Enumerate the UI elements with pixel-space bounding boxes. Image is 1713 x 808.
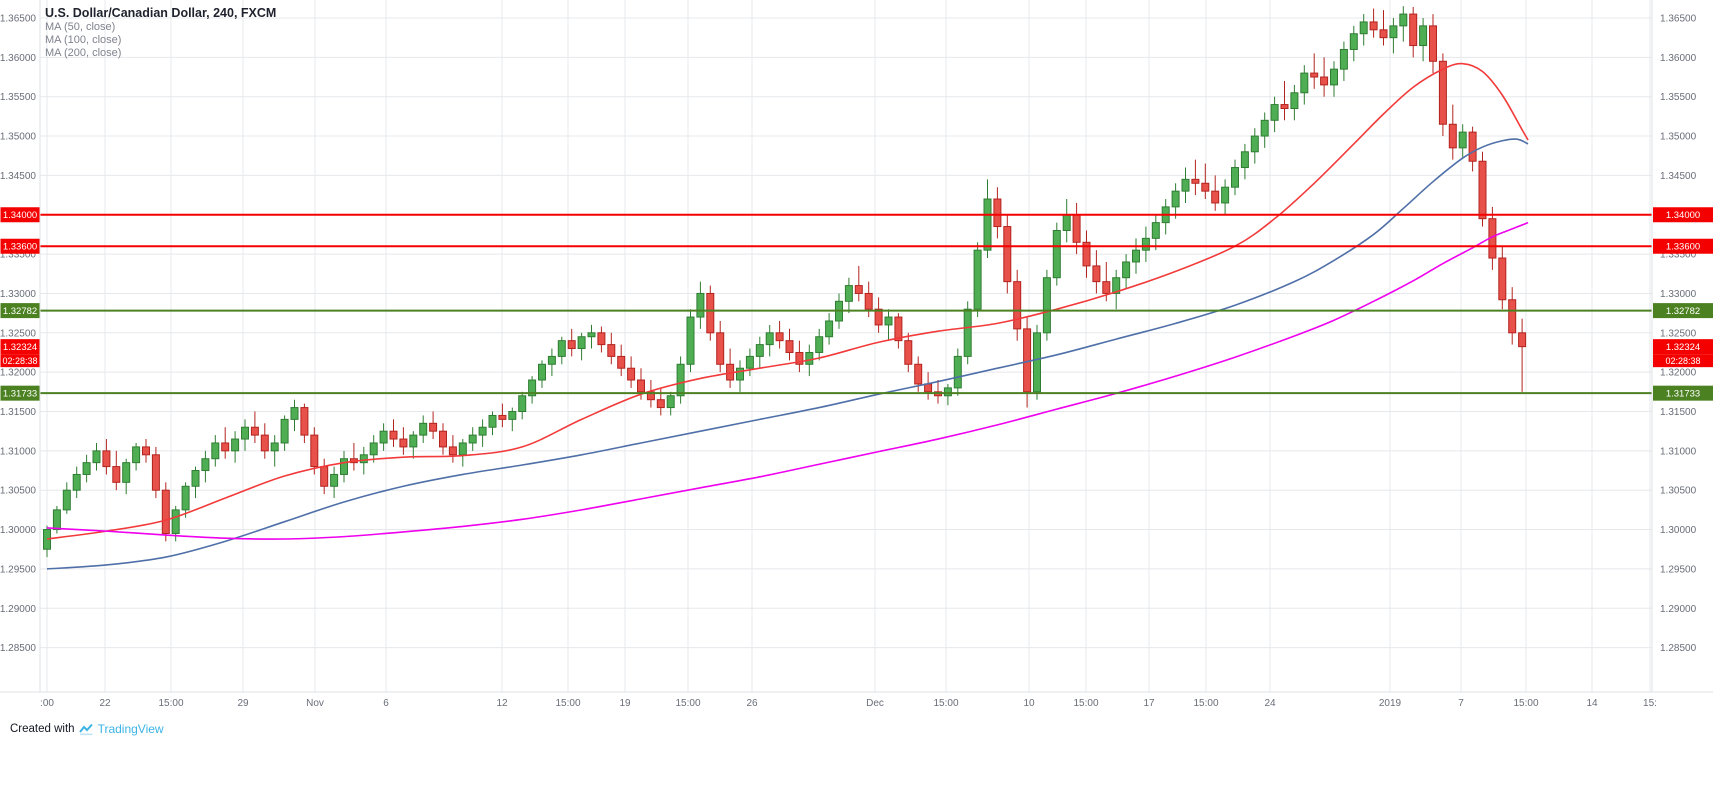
svg-text:1.29000: 1.29000 xyxy=(0,604,36,615)
svg-text:2019: 2019 xyxy=(1379,698,1402,709)
svg-text:1.32000: 1.32000 xyxy=(0,368,36,379)
svg-text:1.30000: 1.30000 xyxy=(0,525,36,536)
price-axis-left[interactable] xyxy=(0,0,40,692)
price-badge: 1.34000 xyxy=(0,207,40,223)
svg-text:1.33600: 1.33600 xyxy=(3,242,37,253)
svg-text:1.34000: 1.34000 xyxy=(1666,210,1700,221)
ma-100-line[interactable] xyxy=(46,138,1529,570)
price-badge: 1.32782 xyxy=(1653,303,1713,319)
svg-text:10: 10 xyxy=(1023,698,1035,709)
svg-text:1.28500: 1.28500 xyxy=(0,643,36,654)
svg-text:1.32500: 1.32500 xyxy=(0,328,36,339)
price-axis-labels: 1.36500 1.36500 1.36000 1.36000 1.35500 1.355… xyxy=(0,14,1697,655)
svg-text:1.36500: 1.36500 xyxy=(1660,14,1697,25)
chart-canvas[interactable]: 1.36500 1.36500 1.36000 1.36000 1.35500 1.355… xyxy=(0,0,1713,715)
svg-text:22: 22 xyxy=(99,698,111,709)
svg-text:1.33600: 1.33600 xyxy=(1666,242,1700,253)
svg-text:1.33000: 1.33000 xyxy=(1660,289,1697,300)
chart-legend: U.S. Dollar/Canadian Dollar, 240, FXCM M… xyxy=(45,6,276,60)
svg-text:1.36500: 1.36500 xyxy=(0,14,36,25)
svg-text:15:00: 15:00 xyxy=(675,698,700,709)
price-badge: 1.31733 xyxy=(1653,385,1713,401)
svg-text:1.34000: 1.34000 xyxy=(3,210,37,221)
time-axis-labels: :00 22 15:00 29 Nov 6 12 15:00 19 15:00 26 Dec 15:00… xyxy=(40,698,1657,709)
svg-text:15:: 15: xyxy=(1643,698,1657,709)
svg-text:15:00: 15:00 xyxy=(1513,698,1538,709)
ma-200-line[interactable] xyxy=(46,221,1529,540)
svg-text:1.36000: 1.36000 xyxy=(0,53,36,64)
svg-text:1.33000: 1.33000 xyxy=(0,289,36,300)
symbol-title[interactable]: U.S. Dollar/Canadian Dollar, 240, FXCM xyxy=(45,6,277,20)
svg-text:1.31733: 1.31733 xyxy=(3,388,37,399)
price-badge: 1.32782 xyxy=(0,303,40,319)
ma-50-line[interactable] xyxy=(46,62,1529,540)
price-axis-right[interactable] xyxy=(1652,0,1713,692)
svg-text:15:00: 15:00 xyxy=(933,698,958,709)
svg-text:1.28500: 1.28500 xyxy=(1660,643,1697,654)
svg-text:1.35500: 1.35500 xyxy=(0,92,36,103)
svg-text:19: 19 xyxy=(619,698,631,709)
svg-text:1.31000: 1.31000 xyxy=(0,446,36,457)
tradingview-link[interactable]: TradingView xyxy=(97,722,164,736)
legend-ma-200[interactable]: MA (200, close) xyxy=(45,47,122,59)
svg-text:1.31000: 1.31000 xyxy=(1660,446,1697,457)
svg-text:12: 12 xyxy=(496,698,508,709)
svg-text:14: 14 xyxy=(1586,698,1598,709)
price-badge: 1.33600 xyxy=(1653,238,1713,254)
time-axis[interactable] xyxy=(0,692,1713,715)
svg-text:1.29500: 1.29500 xyxy=(0,564,36,575)
svg-text:1.31500: 1.31500 xyxy=(1660,407,1697,418)
svg-text:1.30500: 1.30500 xyxy=(1660,486,1697,497)
price-badge: 02:28:38 xyxy=(0,354,40,368)
svg-text:1.31500: 1.31500 xyxy=(0,407,36,418)
svg-text:Dec: Dec xyxy=(866,698,884,709)
svg-text:15:00: 15:00 xyxy=(158,698,183,709)
svg-text:1.32324: 1.32324 xyxy=(1666,342,1700,353)
svg-text:1.32324: 1.32324 xyxy=(3,342,37,353)
svg-text:1.29500: 1.29500 xyxy=(1660,564,1697,575)
svg-text:1.34500: 1.34500 xyxy=(1660,171,1697,182)
svg-text:1.29000: 1.29000 xyxy=(1660,604,1697,615)
svg-text:1.32500: 1.32500 xyxy=(1660,328,1697,339)
price-badge: 02:28:38 xyxy=(1653,354,1713,368)
svg-text:1.32782: 1.32782 xyxy=(1666,306,1700,317)
price-badge: 1.32324 xyxy=(0,339,40,355)
svg-text:1.30500: 1.30500 xyxy=(0,486,36,497)
legend-ma-100[interactable]: MA (100, close) xyxy=(45,34,122,46)
svg-text:6: 6 xyxy=(383,698,389,709)
svg-text::00: :00 xyxy=(40,698,54,709)
price-badge: 1.33600 xyxy=(0,238,40,254)
svg-text:02:28:38: 02:28:38 xyxy=(2,356,37,366)
svg-text:15:00: 15:00 xyxy=(1073,698,1098,709)
svg-text:29: 29 xyxy=(237,698,249,709)
svg-text:1.34500: 1.34500 xyxy=(0,171,36,182)
svg-text:15:00: 15:00 xyxy=(555,698,580,709)
grid-lines xyxy=(40,0,1652,692)
svg-text:24: 24 xyxy=(1264,698,1276,709)
svg-text:1.32000: 1.32000 xyxy=(1660,368,1697,379)
svg-text:17: 17 xyxy=(1143,698,1155,709)
price-badge: 1.34000 xyxy=(1653,207,1713,223)
legend-ma-50[interactable]: MA (50, close) xyxy=(45,21,116,33)
svg-text:1.32782: 1.32782 xyxy=(3,306,37,317)
svg-text:26: 26 xyxy=(746,698,758,709)
candles-layer[interactable] xyxy=(43,6,1527,558)
svg-text:1.36000: 1.36000 xyxy=(1660,53,1697,64)
svg-text:1.35000: 1.35000 xyxy=(1660,132,1697,143)
svg-text:7: 7 xyxy=(1458,698,1464,709)
svg-text:1.33500: 1.33500 xyxy=(0,250,36,261)
created-with-label: Created with xyxy=(10,723,75,735)
svg-text:1.30000: 1.30000 xyxy=(1660,525,1697,536)
tradingview-logo-icon xyxy=(78,723,94,736)
price-badge: 1.32324 xyxy=(1653,339,1713,355)
svg-text:1.35000: 1.35000 xyxy=(0,132,36,143)
price-badge: 1.31733 xyxy=(0,385,40,401)
svg-text:1.35500: 1.35500 xyxy=(1660,92,1697,103)
attribution-footer: Created with TradingView xyxy=(10,722,164,736)
svg-text:Nov: Nov xyxy=(306,698,324,709)
svg-text:1.33500: 1.33500 xyxy=(1660,250,1697,261)
svg-text:02:28:38: 02:28:38 xyxy=(1665,356,1700,366)
svg-text:1.31733: 1.31733 xyxy=(1666,388,1700,399)
svg-text:15:00: 15:00 xyxy=(1193,698,1218,709)
